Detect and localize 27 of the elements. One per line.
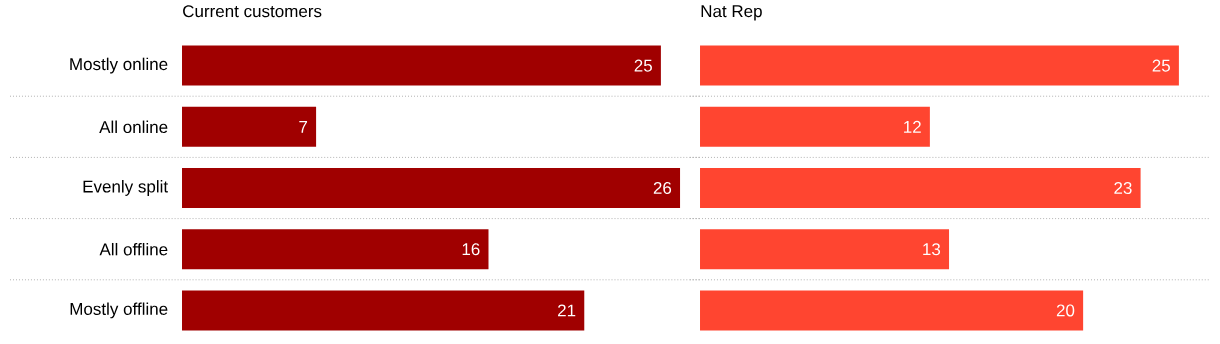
chart-title: Nat Rep (701, 5, 762, 21)
data-label: 26 (653, 181, 672, 195)
data-label: 12 (904, 120, 921, 133)
bar (182, 168, 681, 208)
bar (700, 290, 1084, 331)
bar (700, 106, 930, 147)
data-label: 23 (1114, 181, 1132, 195)
data-label: 25 (634, 59, 652, 72)
data-label: 21 (558, 304, 576, 317)
data-label: 7 (299, 120, 308, 133)
data-label: 25 (1152, 59, 1170, 72)
data-label: 13 (923, 243, 941, 256)
bar (700, 229, 950, 270)
y-tick-label: Mostly online (70, 57, 168, 74)
y-tick-label: Evenly split (83, 180, 168, 196)
data-label: 20 (1056, 304, 1075, 317)
y-tick-label: Mostly offline (70, 302, 168, 319)
bar (182, 106, 317, 147)
bar (182, 45, 661, 86)
y-tick-label: All online (99, 120, 168, 134)
bar (700, 45, 1179, 86)
bar (182, 229, 489, 270)
y-tick-label: All offline (99, 242, 168, 256)
bar (700, 168, 1141, 208)
bar (182, 290, 585, 331)
data-label: 16 (462, 243, 480, 256)
chart-title: Current customers (183, 5, 322, 18)
